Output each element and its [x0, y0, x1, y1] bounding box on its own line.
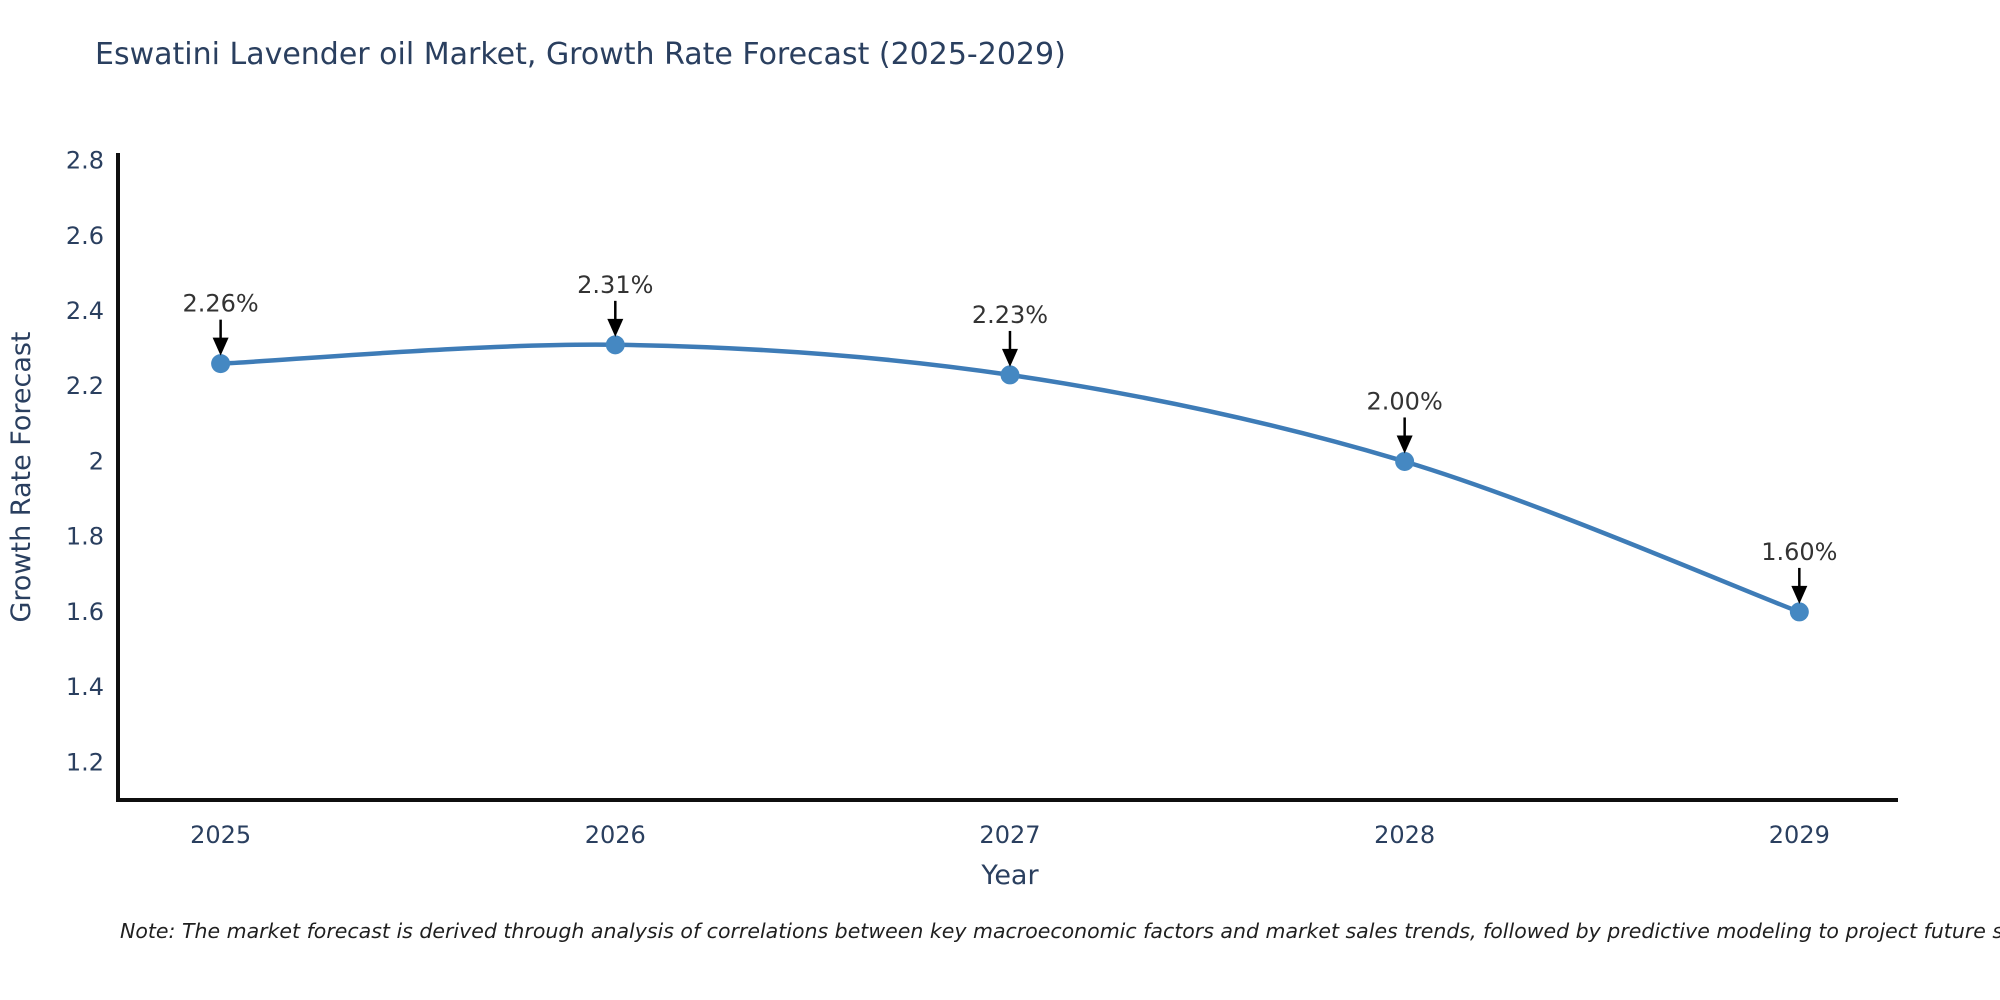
forecast-line: [218, 342, 1802, 615]
annotation-arrowhead: [1791, 585, 1808, 604]
y-tick-label: 2.6: [66, 222, 104, 250]
y-tick-label: 2: [89, 447, 104, 475]
y-tick-label: 2.4: [66, 297, 104, 325]
x-axis-title: Year: [980, 860, 1039, 891]
data-point-marker-2029: [1789, 602, 1809, 622]
data-point-marker-2027: [1000, 365, 1020, 385]
y-tick-label: 1.4: [66, 673, 104, 701]
annotation-label: 2.00%: [1367, 387, 1443, 415]
annotation-arrowhead: [607, 318, 624, 337]
y-axis-title: Growth Rate Forecast: [6, 331, 37, 622]
annotation-label: 2.31%: [577, 271, 653, 299]
data-point-marker-2025: [211, 354, 231, 374]
x-tick-label: 2026: [585, 821, 646, 849]
y-tick-label: 2.2: [66, 372, 104, 400]
y-tick-label: 1.8: [66, 523, 104, 551]
chart-title: Eswatini Lavender oil Market, Growth Rat…: [95, 37, 1066, 72]
data-point-marker-2026: [605, 335, 625, 355]
annotation-arrowhead: [212, 337, 229, 356]
y-tick-label: 1.6: [66, 598, 104, 626]
footnote: Note: The market forecast is derived thr…: [120, 919, 2000, 943]
data-point-marker-2028: [1395, 451, 1415, 471]
x-tick-label: 2025: [190, 821, 251, 849]
y-tick-label: 1.2: [66, 748, 104, 776]
annotation-label: 1.60%: [1761, 538, 1837, 566]
annotation-label: 2.26%: [182, 290, 258, 318]
y-tick-label: 2.8: [66, 147, 104, 175]
annotation-arrowhead: [1001, 348, 1018, 367]
annotation-label: 2.23%: [972, 301, 1048, 329]
annotation-arrowhead: [1396, 435, 1413, 454]
plot-area: 1.2 1.4 1.6 1.8 2 2.2 2.4 2.6 2.8 2025 2026 2027 202…: [66, 147, 1898, 849]
x-tick-label: 2027: [979, 821, 1040, 849]
x-tick-label: 2028: [1374, 821, 1435, 849]
x-tick-label: 2029: [1769, 821, 1830, 849]
